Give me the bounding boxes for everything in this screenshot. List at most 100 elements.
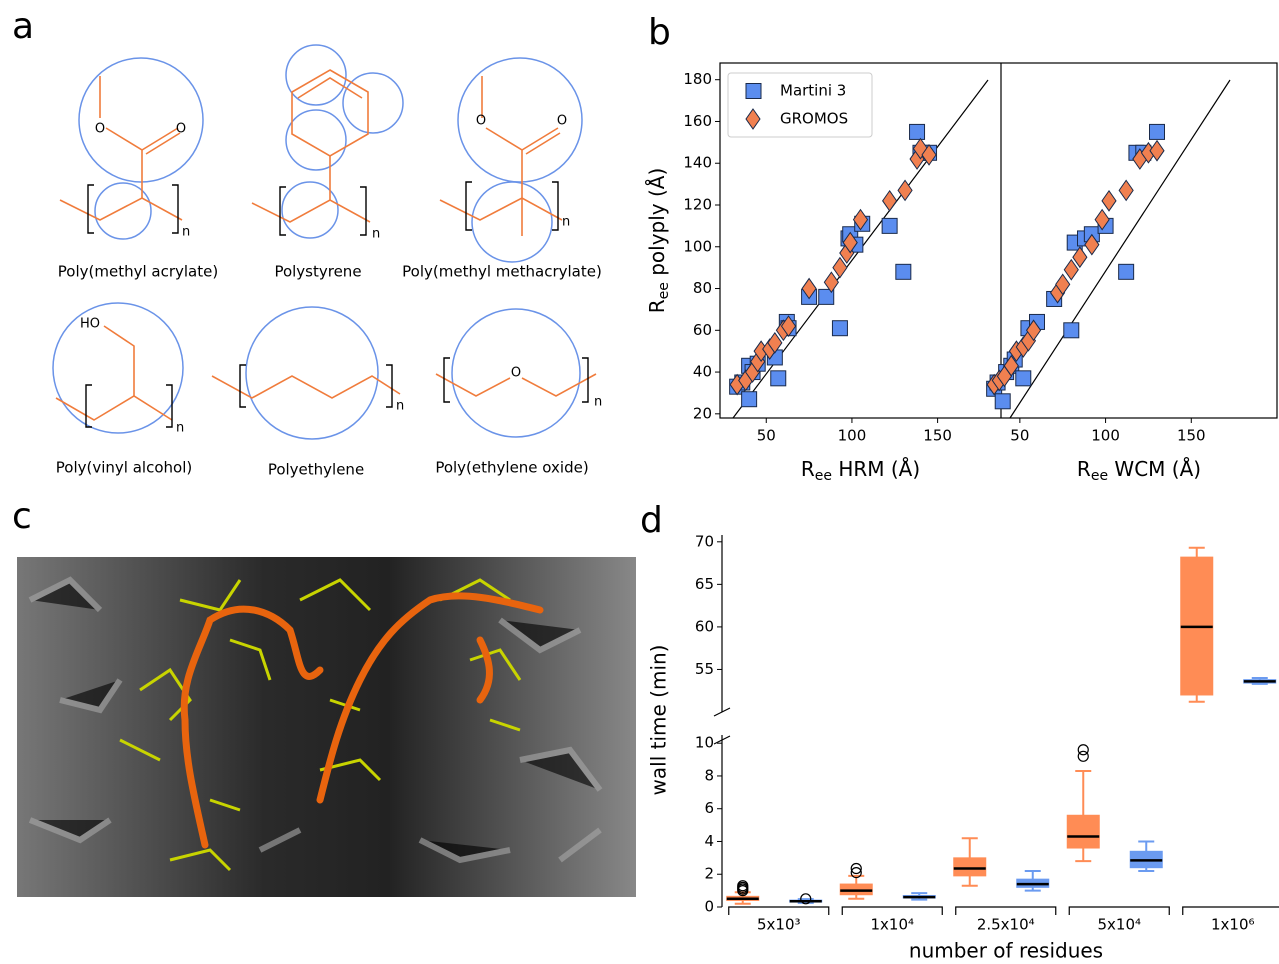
point <box>921 144 937 166</box>
point <box>881 217 898 234</box>
x-tick-label: 50 <box>1010 427 1029 445</box>
y-tick-label: 8 <box>704 766 714 784</box>
category-bracket <box>955 906 1057 915</box>
point <box>1094 208 1110 231</box>
legend-marker <box>745 83 762 99</box>
molecule: O O n Poly(methyl methacrylate) <box>402 57 602 281</box>
repeat-n: n <box>182 225 190 240</box>
point <box>770 370 787 387</box>
y-tick-label: 100 <box>683 237 712 255</box>
y-tick-label: 65 <box>695 575 714 593</box>
molecule: n Polystyrene <box>251 44 404 281</box>
flier <box>1077 744 1089 756</box>
axis-label-sub: ee <box>1091 468 1108 484</box>
x-tick-label: 1x10⁴ <box>870 916 914 934</box>
point <box>852 208 869 231</box>
y-tick-label: 140 <box>683 154 712 172</box>
repeat-n: n <box>562 215 570 230</box>
repeat-n: n <box>176 421 184 436</box>
axis-label-part: R <box>1077 457 1091 481</box>
axis-label: Ree HRM (Å) <box>801 457 920 485</box>
y-tick-label: 55 <box>695 660 714 678</box>
atom-label: O <box>511 366 521 381</box>
x-tick-label: 150 <box>1177 427 1206 445</box>
axis-label-sub: ee <box>656 282 672 299</box>
point <box>801 277 817 300</box>
point <box>767 331 783 354</box>
legend-frame <box>727 72 873 138</box>
point <box>741 391 758 408</box>
atom-label: O <box>557 114 567 129</box>
molecule-name: Polystyrene <box>274 263 361 281</box>
x-tick-label: 150 <box>923 427 952 445</box>
y-tick-label: 4 <box>704 832 714 850</box>
axis-label-part: HRM (Å) <box>832 457 920 481</box>
panel-a: O O n Poly(methyl acrylate) n Polystyren… <box>52 44 602 479</box>
axis-label: Ree polyply (Å) <box>645 168 673 314</box>
y-tick-label: 40 <box>693 363 712 381</box>
y-tick-label: 80 <box>693 279 712 297</box>
y-tick-label: 0 <box>704 898 714 916</box>
legend-label: GROMOS <box>780 110 848 128</box>
point <box>909 123 926 140</box>
panel-label: b <box>648 12 671 53</box>
axis-label-part: polyply (Å) <box>645 168 669 282</box>
point <box>895 263 912 280</box>
molecule: O O n Poly(methyl acrylate) <box>58 57 218 281</box>
repeat-n: n <box>396 399 404 414</box>
axis-label-part: R <box>801 457 815 481</box>
point <box>994 393 1011 410</box>
x-tick-label: 1x10⁶ <box>1211 916 1255 934</box>
molecule-name: Polyethylene <box>268 461 364 479</box>
x-tick-label: 100 <box>1091 427 1120 445</box>
point <box>1015 370 1032 387</box>
panel-label: c <box>12 496 32 537</box>
axes-frame <box>719 62 1278 419</box>
molecule-name: Poly(methyl acrylate) <box>58 263 218 281</box>
molecule: O n Poly(ethylene oxide) <box>435 308 602 477</box>
box <box>953 857 987 877</box>
category-bracket <box>728 906 830 915</box>
x-tick-label: 100 <box>838 427 867 445</box>
point <box>897 179 913 202</box>
flier <box>850 866 862 879</box>
axis-break <box>713 707 731 745</box>
y-tick-label: 2 <box>704 865 714 883</box>
point <box>818 288 835 305</box>
category-bracket <box>1068 906 1170 915</box>
point <box>1118 179 1134 202</box>
point <box>1084 233 1100 256</box>
y-tick-label: 60 <box>695 617 714 635</box>
panel-label: a <box>12 6 34 47</box>
point <box>1072 246 1088 269</box>
point <box>832 256 848 279</box>
category-bracket <box>841 906 943 915</box>
y-tick-label: 180 <box>683 70 712 88</box>
axis-label-part: R <box>645 299 669 313</box>
flier <box>1077 750 1089 762</box>
flier <box>800 893 812 905</box>
molecule: HO n Poly(vinyl alcohol) <box>52 302 192 477</box>
point <box>780 315 797 337</box>
snapshot <box>17 557 636 897</box>
point <box>1055 273 1071 296</box>
point <box>831 320 848 337</box>
axis-label-part: WCM (Å) <box>1108 457 1201 481</box>
repeat-n: n <box>594 395 602 410</box>
point <box>1025 319 1042 342</box>
y-tick-label: 160 <box>683 112 712 130</box>
axis-label: wall time (min) <box>647 645 671 796</box>
point <box>882 189 898 212</box>
x-tick-label: 5x10³ <box>757 916 801 934</box>
x-tick-label: 2.5x10⁴ <box>977 916 1035 934</box>
atom-label: O <box>476 114 486 129</box>
point <box>1063 258 1079 281</box>
atom-label: HO <box>80 317 100 332</box>
molecule-name: Poly(ethylene oxide) <box>435 459 588 477</box>
point <box>1149 123 1165 140</box>
y-tick-label: 20 <box>693 404 712 422</box>
x-tick-label: 50 <box>757 427 776 445</box>
molecule-name: Poly(methyl methacrylate) <box>402 263 602 281</box>
